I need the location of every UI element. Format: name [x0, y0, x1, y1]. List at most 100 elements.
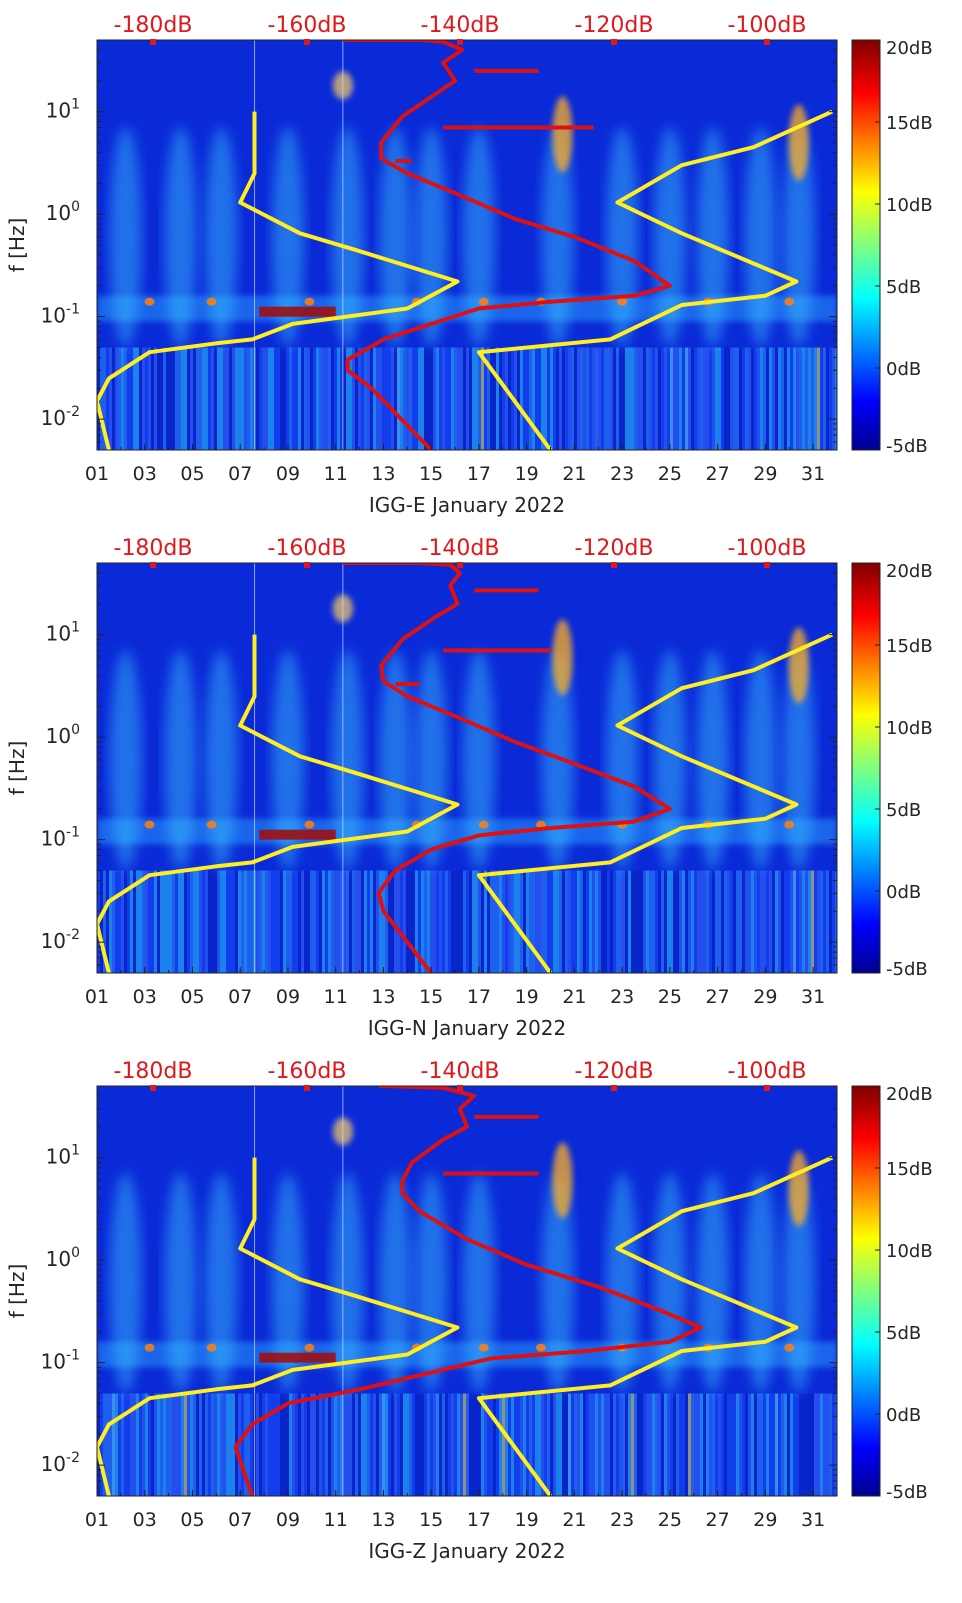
- colorbar-tick-label: 15dB: [886, 1159, 933, 1180]
- x-tick-label: 19: [515, 1509, 539, 1531]
- colorbar-tick-label: 20dB: [886, 561, 933, 582]
- y-tick-label: 10-2: [41, 1450, 80, 1476]
- y-tick-label: 10-1: [41, 825, 80, 851]
- x-tick-label: 03: [133, 1509, 157, 1531]
- top-db-tick-label: -120dB: [575, 1059, 654, 1084]
- x-tick-label: 31: [801, 463, 825, 485]
- curve-1: [97, 634, 460, 973]
- x-tick-label: 29: [753, 986, 777, 1008]
- top-db-tick-label: -140dB: [421, 536, 500, 561]
- y-tick-label: 100: [46, 1245, 80, 1271]
- colorbar: [851, 562, 881, 974]
- x-tick-label: 13: [371, 463, 395, 485]
- x-tick-label: 09: [276, 986, 300, 1008]
- colorbar-tick-label: 20dB: [886, 38, 933, 59]
- colorbar-tick-label: -5dB: [886, 1482, 928, 1503]
- colorbar-tick-label: 10dB: [886, 1241, 933, 1262]
- spectrogram-image: [97, 40, 837, 450]
- colorbar-tick-label: 10dB: [886, 195, 933, 216]
- colorbar-tick-label: 10dB: [886, 718, 933, 739]
- x-tick-label: 31: [801, 1509, 825, 1531]
- top-db-tick-label: -120dB: [575, 13, 654, 38]
- top-db-tick-label: -180dB: [114, 13, 193, 38]
- x-tick-label: 19: [515, 463, 539, 485]
- x-tick-label: 13: [371, 986, 395, 1008]
- x-tick-label: 09: [276, 1509, 300, 1531]
- colorbar-tick-label: 20dB: [886, 1084, 933, 1105]
- colorbar-tick-label: 15dB: [886, 636, 933, 657]
- colorbar: [851, 39, 881, 451]
- x-tick-label: 23: [610, 1509, 634, 1531]
- x-tick-label: 15: [419, 1509, 443, 1531]
- y-tick-label: 101: [46, 1143, 80, 1169]
- colorbar-tick-label: -5dB: [886, 959, 928, 980]
- colorbar-tick-label: 5dB: [886, 800, 921, 821]
- top-db-tick-label: -120dB: [575, 536, 654, 561]
- x-axis-label: IGG-N January 2022: [368, 1016, 567, 1040]
- x-tick-label: 01: [85, 463, 109, 485]
- top-db-tick-label: -160dB: [268, 13, 347, 38]
- top-db-tick-label: -180dB: [114, 1059, 193, 1084]
- x-tick-label: 23: [610, 463, 634, 485]
- x-tick-label: 01: [85, 1509, 109, 1531]
- x-tick-label: 25: [658, 463, 682, 485]
- curve-2: [476, 1155, 834, 1496]
- x-axis-label: IGG-Z January 2022: [368, 1539, 565, 1563]
- x-tick-label: 15: [419, 463, 443, 485]
- y-tick-label: 100: [46, 722, 80, 748]
- colorbar-tick-label: 0dB: [886, 359, 921, 380]
- x-tick-label: 01: [85, 986, 109, 1008]
- colorbar-tick-label: 15dB: [886, 113, 933, 134]
- top-db-tick-label: -100dB: [728, 1059, 807, 1084]
- x-tick-label: 03: [133, 986, 157, 1008]
- x-tick-label: 17: [467, 1509, 491, 1531]
- top-db-tick-label: -140dB: [421, 13, 500, 38]
- colorbar-tick-label: 5dB: [886, 1323, 921, 1344]
- curve-3: [345, 40, 672, 450]
- curve-3: [376, 563, 672, 973]
- x-tick-label: 27: [706, 986, 730, 1008]
- x-tick-label: 19: [515, 986, 539, 1008]
- colorbar-tick-label: 0dB: [886, 882, 921, 903]
- x-tick-label: 25: [658, 1509, 682, 1531]
- x-tick-label: 03: [133, 463, 157, 485]
- curve-2: [476, 109, 834, 450]
- x-tick-label: 17: [467, 463, 491, 485]
- y-tick-label: 10-2: [41, 927, 80, 953]
- y-tick-label: 10-2: [41, 404, 80, 430]
- x-tick-label: 21: [562, 986, 586, 1008]
- y-tick-label: 101: [46, 620, 80, 646]
- x-tick-label: 13: [371, 1509, 395, 1531]
- x-tick-label: 11: [324, 1509, 348, 1531]
- x-tick-label: 23: [610, 986, 634, 1008]
- x-tick-label: 21: [562, 463, 586, 485]
- y-axis-label: f [Hz]: [5, 741, 29, 796]
- x-tick-label: 07: [228, 1509, 252, 1531]
- x-tick-label: 15: [419, 986, 443, 1008]
- spectrogram-panel-1: 01 03 05 07 09 11 13 15 17 19 21 23 25 27 29 31 IGG-E Ja…: [5, 13, 933, 517]
- top-db-tick-label: -100dB: [728, 536, 807, 561]
- spectrogram-image: [97, 563, 837, 973]
- colorbar: [851, 1085, 881, 1497]
- x-tick-label: 31: [801, 986, 825, 1008]
- curve-1: [97, 1157, 460, 1496]
- x-tick-label: 21: [562, 1509, 586, 1531]
- top-db-tick-label: -160dB: [268, 1059, 347, 1084]
- colorbar-tick-label: 5dB: [886, 277, 921, 298]
- x-tick-label: 27: [706, 1509, 730, 1531]
- colorbar-tick-label: 0dB: [886, 1405, 921, 1426]
- x-tick-label: 27: [706, 463, 730, 485]
- x-tick-label: 05: [180, 986, 204, 1008]
- top-db-tick-label: -180dB: [114, 536, 193, 561]
- x-tick-label: 07: [228, 463, 252, 485]
- curve-2: [476, 632, 834, 973]
- x-axis-label: IGG-E January 2022: [369, 493, 565, 517]
- spectrogram-image: [97, 1086, 837, 1496]
- x-tick-label: 09: [276, 463, 300, 485]
- x-tick-label: 11: [324, 463, 348, 485]
- x-tick-label: 25: [658, 986, 682, 1008]
- y-tick-label: 100: [46, 199, 80, 225]
- y-tick-label: 10-1: [41, 1348, 80, 1374]
- y-axis-label: f [Hz]: [5, 218, 29, 273]
